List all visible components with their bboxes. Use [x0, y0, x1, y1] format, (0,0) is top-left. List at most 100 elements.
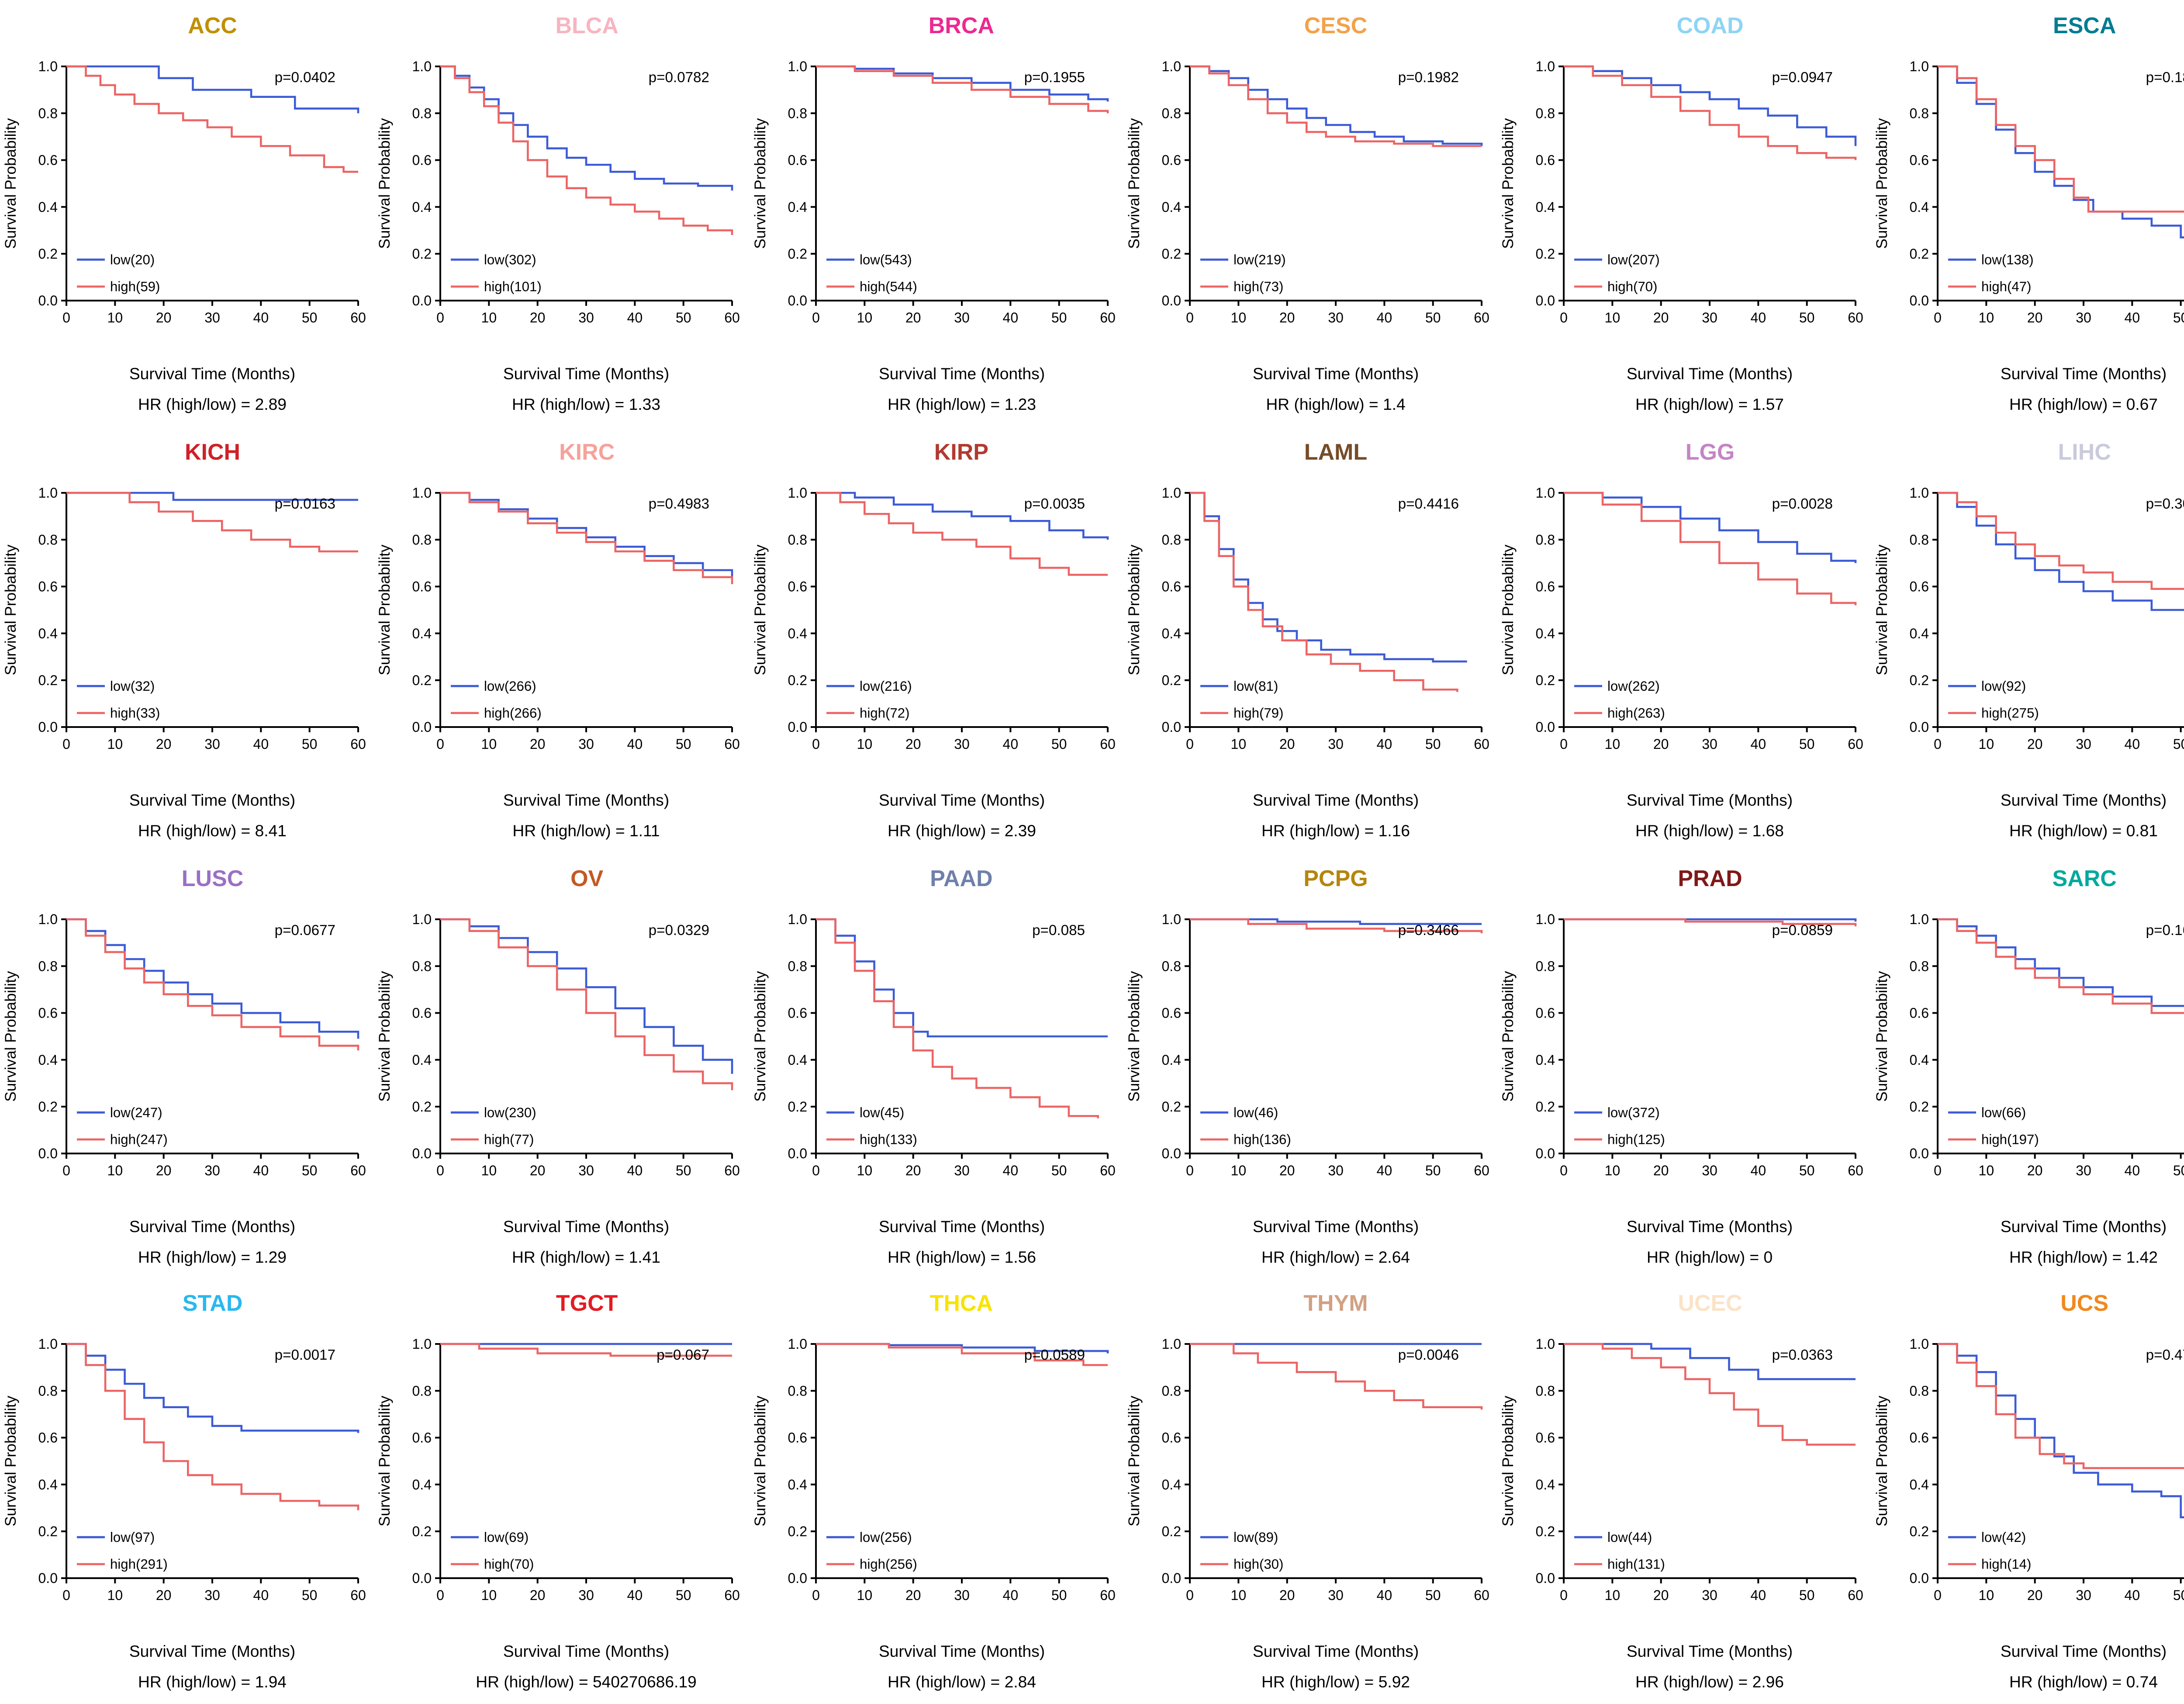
y-axis-title: Survival Probability [377, 1396, 394, 1527]
panel-title: KIRP [934, 438, 988, 464]
panel-title: ACC [188, 12, 237, 38]
legend-label-low: low(247) [110, 1104, 162, 1119]
x-tick-label: 30 [204, 1588, 220, 1604]
y-tick-label: 0.6 [38, 1004, 58, 1020]
y-tick-label: 0.4 [787, 1477, 806, 1493]
x-tick-label: 0 [437, 1162, 445, 1178]
legend-label-high: high(136) [1233, 1131, 1291, 1146]
x-tick-label: 30 [204, 310, 220, 326]
legend-label-high: high(79) [1233, 705, 1283, 720]
x-axis-title: Survival Time (Months) [504, 364, 670, 383]
x-tick-label: 30 [1328, 1588, 1344, 1604]
hr-label: HR (high/low) = 1.56 [887, 1247, 1035, 1265]
x-tick-label: 50 [676, 736, 692, 752]
km-plot: 0.0 0.2 0.4 0.6 0.8 1.0 0 10 20 30 40 50 60 Survival … [1125, 59, 1489, 413]
y-tick-label: 1.0 [1161, 59, 1181, 74]
y-tick-label: 0.2 [413, 1524, 432, 1540]
legend-label-high: high(247) [110, 1131, 168, 1146]
y-axis-title: Survival Probability [1125, 1396, 1142, 1527]
x-tick-label: 10 [1979, 1162, 1995, 1178]
y-axis-title: Survival Probability [751, 118, 768, 249]
p-value-label: p=0.0589 [1023, 1347, 1084, 1364]
x-tick-label: 50 [302, 1588, 318, 1604]
x-tick-label: 40 [253, 736, 269, 752]
x-tick-label: 50 [1425, 310, 1441, 326]
y-axis-title: Survival Probability [377, 970, 394, 1101]
hr-label: HR (high/low) = 2.84 [887, 1673, 1035, 1691]
y-tick-label: 0.2 [1910, 246, 1929, 262]
legend-label-low: low(230) [484, 1104, 537, 1119]
x-tick-label: 20 [1653, 310, 1669, 326]
km-plot: 0.0 0.2 0.4 0.6 0.8 1.0 0 10 20 30 40 50 60 Survival … [751, 1337, 1115, 1691]
x-tick-label: 20 [1653, 1588, 1669, 1604]
y-tick-label: 0.2 [1536, 1524, 1555, 1540]
km-plot: 0.0 0.2 0.4 0.6 0.8 1.0 0 10 20 30 40 50 60 Survival … [2, 485, 366, 839]
x-tick-label: 40 [2125, 1588, 2141, 1604]
x-tick-label: 50 [2174, 1588, 2184, 1604]
y-tick-label: 1.0 [787, 59, 806, 74]
x-tick-label: 50 [1051, 736, 1066, 752]
x-tick-label: 10 [1979, 736, 1995, 752]
x-tick-label: 40 [628, 1588, 643, 1604]
survival-curve-low [66, 65, 359, 114]
survival-curve-low [1564, 491, 1857, 563]
y-tick-label: 0.8 [787, 957, 806, 973]
x-tick-label: 50 [1799, 1162, 1815, 1178]
y-tick-label: 1.0 [1536, 1337, 1555, 1352]
x-tick-label: 30 [204, 736, 220, 752]
hr-label: HR (high/low) = 1.4 [1266, 395, 1405, 413]
x-tick-label: 0 [62, 1588, 70, 1604]
x-tick-label: 10 [482, 736, 498, 752]
x-tick-label: 50 [2174, 1162, 2184, 1178]
y-tick-label: 0.8 [1536, 1383, 1555, 1399]
x-tick-label: 60 [1474, 736, 1489, 752]
x-tick-label: 60 [1848, 310, 1864, 326]
hr-label: HR (high/low) = 2.89 [138, 395, 287, 413]
survival-curve-low [1189, 491, 1467, 662]
legend-label-high: high(14) [1982, 1557, 2032, 1572]
y-tick-label: 0.8 [1536, 105, 1555, 121]
panel-title: UCEC [1678, 1290, 1742, 1316]
hr-label: HR (high/low) = 0 [1647, 1247, 1773, 1265]
km-panel: LIHC 0.00.20.40.60.81.00102030405060Surv… [1872, 426, 2184, 852]
y-tick-label: 1.0 [1910, 1337, 1929, 1352]
x-tick-label: 30 [1328, 310, 1344, 326]
y-tick-label: 0.6 [1161, 152, 1181, 168]
x-tick-label: 40 [1751, 310, 1766, 326]
y-tick-label: 0.6 [787, 578, 806, 594]
y-tick-label: 0.0 [787, 293, 806, 308]
legend-label-high: high(47) [1982, 279, 2032, 294]
x-tick-label: 20 [530, 1162, 546, 1178]
x-tick-label: 40 [2125, 1162, 2141, 1178]
panel-title: KIRC [559, 438, 615, 464]
y-tick-label: 0.6 [413, 152, 432, 168]
hr-label: HR (high/low) = 5.92 [1261, 1673, 1410, 1691]
survival-curve-high [1564, 917, 1857, 926]
x-tick-label: 30 [1702, 736, 1718, 752]
x-tick-label: 0 [811, 1162, 819, 1178]
y-tick-label: 0.2 [413, 246, 432, 262]
x-tick-label: 60 [1099, 736, 1115, 752]
p-value-label: p=0.0402 [275, 69, 335, 86]
km-plot: 0.0 0.2 0.4 0.6 0.8 1.0 0 10 20 30 40 50 60 Survival … [377, 911, 740, 1265]
x-tick-label: 50 [1051, 310, 1066, 326]
y-tick-label: 0.0 [1536, 293, 1555, 308]
survival-curve-high [441, 1343, 733, 1358]
x-tick-label: 0 [1935, 1162, 1942, 1178]
panel-title: COAD [1676, 12, 1744, 38]
x-tick-label: 20 [530, 1588, 546, 1604]
legend-label-low: low(97) [110, 1530, 155, 1545]
y-tick-label: 1.0 [38, 1337, 58, 1352]
km-panel: UCEC 0.0 0.2 0.4 0.6 0.8 1.0 0 10 20 30 40 50 60 Surv… [1498, 1278, 1872, 1704]
y-tick-label: 0.0 [1536, 719, 1555, 734]
x-axis-title: Survival Time (Months) [129, 1216, 295, 1235]
x-tick-label: 0 [1560, 1588, 1568, 1604]
y-tick-label: 0.8 [787, 1383, 806, 1399]
x-tick-label: 10 [482, 1162, 498, 1178]
y-tick-label: 0.2 [1161, 672, 1181, 688]
legend-label-low: low(262) [1607, 678, 1660, 693]
x-tick-label: 20 [156, 736, 172, 752]
y-tick-label: 0.2 [1161, 1098, 1181, 1114]
p-value-label: p=0.3076 [2146, 495, 2184, 512]
y-tick-label: 0.8 [1161, 957, 1181, 973]
